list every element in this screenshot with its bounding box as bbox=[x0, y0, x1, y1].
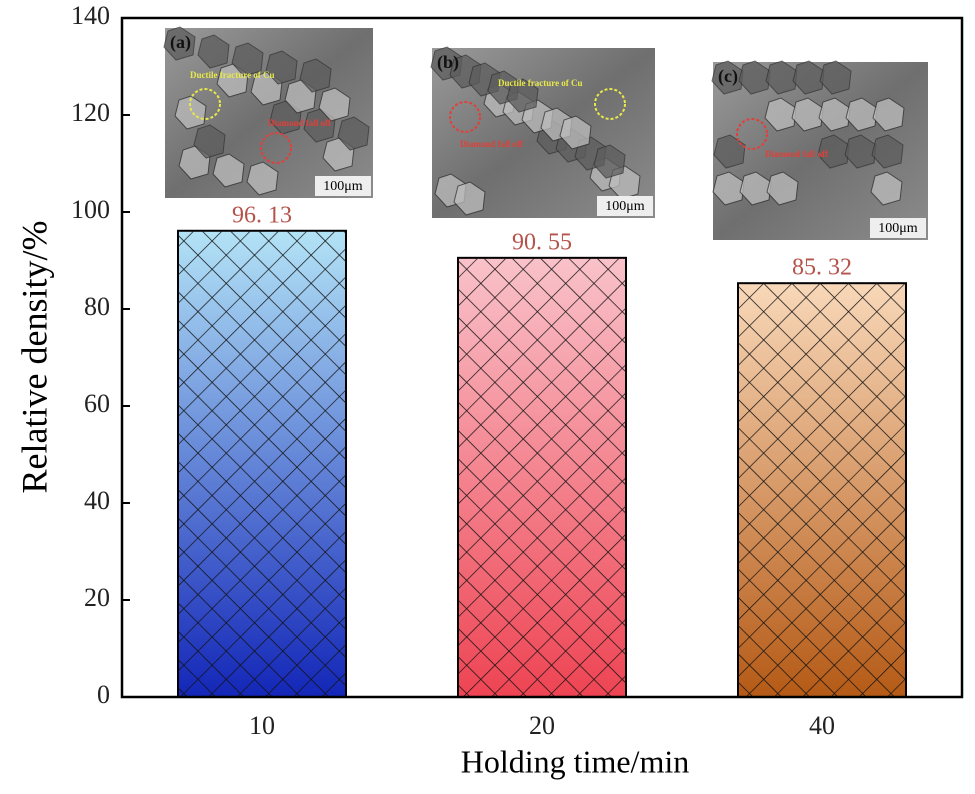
value-label: 90. 55 bbox=[512, 229, 572, 255]
bar-hatch bbox=[178, 230, 346, 697]
inset-grain bbox=[506, 78, 539, 113]
inset-grain bbox=[870, 171, 903, 206]
inset-note: Ductile fracture of Cu bbox=[498, 78, 583, 88]
inset-note: Diamond fall off bbox=[460, 139, 524, 149]
inset-scale-bg bbox=[597, 196, 653, 216]
y-tick-label: 60 bbox=[84, 389, 110, 418]
bar-hatch bbox=[738, 283, 906, 697]
inset-grain bbox=[212, 153, 245, 188]
inset-scale: 100μm bbox=[605, 199, 645, 214]
value-label: 85. 32 bbox=[792, 255, 852, 281]
bar-hatch bbox=[458, 257, 626, 697]
inset-grain bbox=[193, 124, 226, 159]
y-tick-label: 100 bbox=[71, 195, 110, 224]
inset-label: (a) bbox=[170, 32, 191, 53]
x-tick-label: 40 bbox=[809, 711, 835, 740]
y-tick-label: 80 bbox=[84, 292, 110, 321]
y-tick-label: 0 bbox=[97, 680, 110, 709]
inset-grain bbox=[246, 161, 279, 196]
inset-grain bbox=[871, 134, 904, 169]
inset-scale-bg bbox=[870, 218, 926, 238]
inset-marker bbox=[594, 88, 626, 120]
inset-marker bbox=[189, 88, 221, 120]
inset-grain bbox=[318, 87, 351, 122]
x-tick-label: 20 bbox=[529, 711, 555, 740]
inset-grain bbox=[265, 50, 298, 85]
x-tick-label: 10 bbox=[249, 711, 275, 740]
inset-scale-bg bbox=[315, 176, 371, 196]
inset-grain bbox=[872, 97, 905, 132]
inset-grain bbox=[197, 34, 230, 69]
y-axis-label: Relative density/% bbox=[14, 221, 54, 494]
inset-marker bbox=[260, 132, 292, 164]
inset-grain bbox=[713, 134, 746, 169]
inset-marker bbox=[736, 118, 768, 150]
plot-frame bbox=[120, 16, 964, 699]
inset-label: (b) bbox=[437, 52, 459, 73]
inset-scale: 100μm bbox=[323, 179, 363, 194]
y-tick-label: 40 bbox=[84, 486, 110, 515]
value-label: 96. 13 bbox=[232, 202, 292, 228]
y-tick-label: 20 bbox=[84, 583, 110, 612]
inset-note: Diamond fall off bbox=[765, 149, 829, 159]
inset-grain bbox=[174, 95, 207, 130]
inset-scale: 100μm bbox=[878, 221, 918, 236]
inset-grain bbox=[819, 60, 852, 95]
y-tick-label: 120 bbox=[71, 98, 110, 127]
inset-grain bbox=[231, 42, 264, 77]
inset-grain bbox=[163, 26, 196, 61]
inset-grain bbox=[453, 181, 486, 216]
inset-note: Diamond fall off bbox=[268, 118, 332, 128]
inset-grain bbox=[766, 171, 799, 206]
inset-marker bbox=[449, 101, 481, 133]
y-tick-label: 140 bbox=[71, 1, 110, 30]
inset-grain bbox=[559, 115, 592, 150]
inset-grain bbox=[337, 116, 370, 151]
inset-label: (c) bbox=[718, 66, 738, 87]
inset-grain bbox=[299, 58, 332, 93]
x-axis-label: Holding time/min bbox=[461, 743, 689, 779]
inset-grain bbox=[593, 144, 626, 179]
inset-note: Ductile fracture of Cu bbox=[190, 70, 275, 80]
